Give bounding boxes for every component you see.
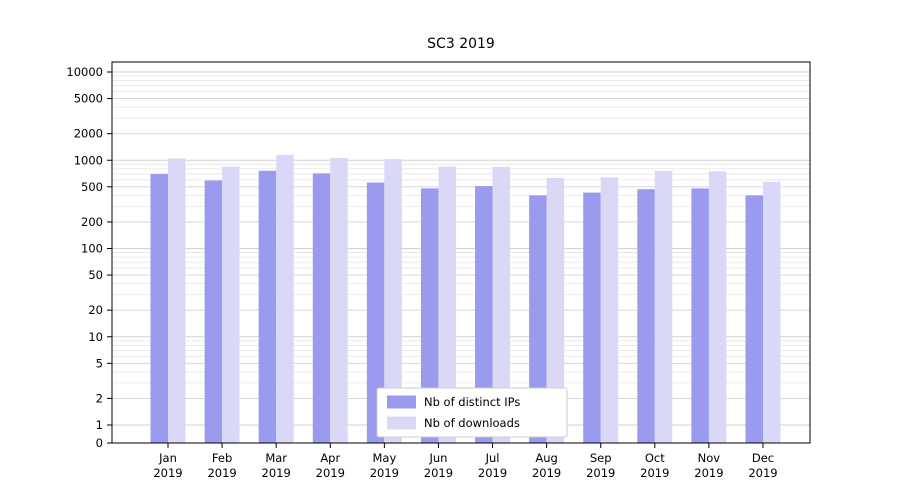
- bars: [150, 154, 781, 444]
- x-tick-label-year: 2019: [478, 466, 507, 480]
- x-tick-label-month: Nov: [698, 451, 721, 465]
- x-tick-label-month: Apr: [320, 451, 340, 465]
- x-tick-label-year: 2019: [316, 466, 345, 480]
- x-tick-label-year: 2019: [370, 466, 399, 480]
- legend-swatch-downloads: [387, 416, 416, 430]
- bar-downloads-jun: [438, 166, 456, 444]
- bar-downloads-apr: [330, 158, 348, 443]
- legend-box: [376, 387, 568, 438]
- x-tick-label-year: 2019: [640, 466, 669, 480]
- bar-distinct-ips-jul: [475, 186, 493, 443]
- x-tick-label-month: Oct: [645, 451, 665, 465]
- legend-label-downloads: Nb of downloads: [424, 416, 520, 430]
- bar-downloads-may: [384, 159, 402, 443]
- y-tick-label: 200: [81, 215, 103, 229]
- bar-distinct-ips-feb: [204, 180, 223, 444]
- bar-downloads-oct: [654, 170, 673, 444]
- bar-distinct-ips-nov: [691, 188, 709, 443]
- bar-distinct-ips-oct: [637, 189, 655, 443]
- y-tick-label: 0: [96, 436, 103, 450]
- x-tick-label-month: Mar: [265, 451, 287, 465]
- bar-downloads-jul: [492, 166, 511, 443]
- bar-distinct-ips-mar: [258, 170, 277, 444]
- x-tick-label-month: May: [372, 451, 396, 465]
- x-tick-label-year: 2019: [207, 466, 236, 480]
- x-tick-label-year: 2019: [748, 466, 777, 480]
- chart-title: SC3 2019: [427, 36, 495, 52]
- bar-distinct-ips-sep: [583, 192, 601, 443]
- legend: Nb of distinct IPs Nb of downloads: [376, 387, 568, 438]
- bar-downloads-dec: [762, 181, 781, 443]
- x-tick-label-month: Jul: [485, 451, 500, 465]
- y-tick-label: 50: [88, 268, 103, 282]
- bar-downloads-jan: [168, 158, 186, 443]
- bar-downloads-sep: [600, 177, 619, 443]
- x-tick-label-year: 2019: [586, 466, 615, 480]
- legend-swatch-distinct-ips: [387, 395, 416, 409]
- x-tick-label-month: Feb: [212, 451, 232, 465]
- y-tick-label: 500: [81, 180, 103, 194]
- bar-distinct-ips-may: [366, 182, 385, 443]
- x-tick-label-year: 2019: [424, 466, 453, 480]
- y-tick-label: 100: [81, 242, 103, 256]
- y-tick-label: 1000: [74, 153, 103, 167]
- x-tick-label-year: 2019: [532, 466, 561, 480]
- bar-downloads-mar: [276, 154, 294, 443]
- x-tick-label-month: Jun: [428, 451, 447, 465]
- bar-downloads-aug: [546, 177, 565, 443]
- bar-distinct-ips-jun: [420, 188, 439, 443]
- x-tick-label-year: 2019: [262, 466, 291, 480]
- y-tick-label: 2: [96, 391, 103, 405]
- bar-distinct-ips-jan: [150, 173, 168, 443]
- x-tick-label-year: 2019: [694, 466, 723, 480]
- bar-distinct-ips-apr: [312, 173, 331, 443]
- bar-distinct-ips-dec: [745, 195, 763, 443]
- bar-downloads-feb: [222, 166, 240, 444]
- y-tick-label: 5: [96, 356, 103, 370]
- y-tick-label: 10: [88, 330, 103, 344]
- x-tick-label-month: Jan: [158, 451, 177, 465]
- x-tick-label-month: Sep: [590, 451, 612, 465]
- y-tick-label: 5000: [74, 92, 103, 106]
- bar-downloads-nov: [708, 171, 727, 443]
- y-tick-label: 2000: [74, 127, 103, 141]
- plot-border: [111, 61, 811, 444]
- y-tick-label: 10000: [66, 65, 103, 79]
- axes: 012510205010020050010002000500010000Jan2…: [66, 65, 777, 480]
- y-tick-label: 20: [88, 303, 103, 317]
- x-tick-label-month: Aug: [535, 451, 557, 465]
- legend-label-distinct-ips: Nb of distinct IPs: [424, 395, 520, 409]
- x-tick-label-year: 2019: [153, 466, 182, 480]
- bar-distinct-ips-aug: [529, 195, 547, 443]
- y-tick-label: 1: [96, 418, 103, 432]
- x-tick-label-month: Dec: [752, 451, 774, 465]
